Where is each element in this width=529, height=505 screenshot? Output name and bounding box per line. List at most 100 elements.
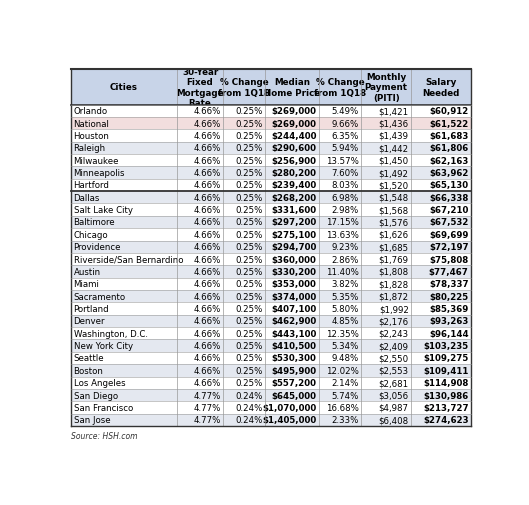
Bar [223, 130, 265, 142]
Text: 4.66%: 4.66% [193, 157, 221, 165]
Bar [265, 290, 319, 302]
Bar [71, 340, 177, 352]
Text: 4.66%: 4.66% [193, 305, 221, 314]
Bar [361, 70, 411, 106]
Text: 4.77%: 4.77% [193, 416, 221, 424]
Bar [223, 266, 265, 278]
Bar [223, 389, 265, 401]
Bar [361, 414, 411, 426]
Bar [177, 340, 223, 352]
Bar [177, 401, 223, 414]
Bar [319, 106, 361, 118]
Text: % Change
from 1Q18: % Change from 1Q18 [218, 78, 270, 97]
Text: 4.66%: 4.66% [193, 169, 221, 178]
Bar [177, 389, 223, 401]
Bar [265, 278, 319, 290]
Bar [319, 254, 361, 266]
Bar [361, 155, 411, 167]
Text: 4.66%: 4.66% [193, 292, 221, 301]
Text: 0.25%: 0.25% [235, 354, 263, 363]
Text: $294,700: $294,700 [271, 243, 317, 251]
Bar [223, 106, 265, 118]
Bar [265, 389, 319, 401]
Text: $69,699: $69,699 [430, 230, 469, 239]
Text: 0.25%: 0.25% [235, 169, 263, 178]
Text: Salt Lake City: Salt Lake City [74, 206, 132, 215]
Text: 0.25%: 0.25% [235, 157, 263, 165]
Text: $1,548: $1,548 [379, 193, 409, 203]
Bar [361, 106, 411, 118]
Text: Providence: Providence [74, 243, 121, 251]
Text: 2.33%: 2.33% [331, 416, 359, 424]
Text: $61,522: $61,522 [430, 119, 469, 128]
Text: 0.25%: 0.25% [235, 329, 263, 338]
Text: $65,130: $65,130 [430, 181, 469, 190]
Text: $2,176: $2,176 [379, 317, 409, 326]
Text: $1,872: $1,872 [379, 292, 409, 301]
Bar [411, 327, 471, 340]
Text: Chicago: Chicago [74, 230, 108, 239]
Bar [411, 155, 471, 167]
Bar [71, 204, 177, 216]
Text: $2,553: $2,553 [379, 366, 409, 375]
Text: $495,900: $495,900 [271, 366, 317, 375]
Text: 4.66%: 4.66% [193, 193, 221, 203]
Text: 0.25%: 0.25% [235, 107, 263, 116]
Text: 0.25%: 0.25% [235, 267, 263, 276]
Text: 0.25%: 0.25% [235, 378, 263, 387]
Text: 8.03%: 8.03% [331, 181, 359, 190]
Bar [361, 192, 411, 204]
Bar [223, 365, 265, 377]
Text: $330,200: $330,200 [272, 267, 317, 276]
Text: 4.77%: 4.77% [193, 403, 221, 412]
Text: $1,992: $1,992 [379, 305, 409, 314]
Bar [411, 142, 471, 155]
Bar [411, 229, 471, 241]
Text: 6.98%: 6.98% [332, 193, 359, 203]
Bar [265, 106, 319, 118]
Bar [361, 340, 411, 352]
Text: $290,600: $290,600 [272, 144, 317, 153]
Bar [223, 340, 265, 352]
Text: 5.80%: 5.80% [331, 305, 359, 314]
Bar [361, 302, 411, 315]
Text: $114,908: $114,908 [423, 378, 469, 387]
Bar [319, 130, 361, 142]
Text: 30-Year
Fixed
Mortgage
Rate: 30-Year Fixed Mortgage Rate [176, 68, 224, 108]
Text: 0.25%: 0.25% [235, 341, 263, 350]
Text: $1,492: $1,492 [379, 169, 409, 178]
Bar [223, 352, 265, 365]
Bar [177, 302, 223, 315]
Text: 0.25%: 0.25% [235, 243, 263, 251]
Text: $1,442: $1,442 [379, 144, 409, 153]
Text: Hartford: Hartford [74, 181, 110, 190]
Bar [319, 229, 361, 241]
Bar [265, 179, 319, 192]
Text: 0.24%: 0.24% [235, 403, 263, 412]
Bar [223, 204, 265, 216]
Bar [411, 315, 471, 327]
Text: $1,568: $1,568 [379, 206, 409, 215]
Bar [319, 302, 361, 315]
Text: National: National [74, 119, 110, 128]
Text: $1,769: $1,769 [379, 255, 409, 264]
Text: $109,275: $109,275 [424, 354, 469, 363]
Bar [319, 401, 361, 414]
Text: $1,576: $1,576 [379, 218, 409, 227]
Text: Monthly
Payment
(PITI): Monthly Payment (PITI) [364, 73, 408, 103]
Bar [411, 254, 471, 266]
Bar [319, 118, 361, 130]
Bar [71, 302, 177, 315]
Text: 0.24%: 0.24% [235, 416, 263, 424]
Text: $96,144: $96,144 [429, 329, 469, 338]
Text: $557,200: $557,200 [272, 378, 317, 387]
Bar [319, 241, 361, 254]
Text: 4.66%: 4.66% [193, 181, 221, 190]
Bar [71, 266, 177, 278]
Bar [177, 155, 223, 167]
Bar [411, 204, 471, 216]
Bar [265, 401, 319, 414]
Bar [71, 290, 177, 302]
Text: $280,200: $280,200 [272, 169, 317, 178]
Bar [265, 377, 319, 389]
